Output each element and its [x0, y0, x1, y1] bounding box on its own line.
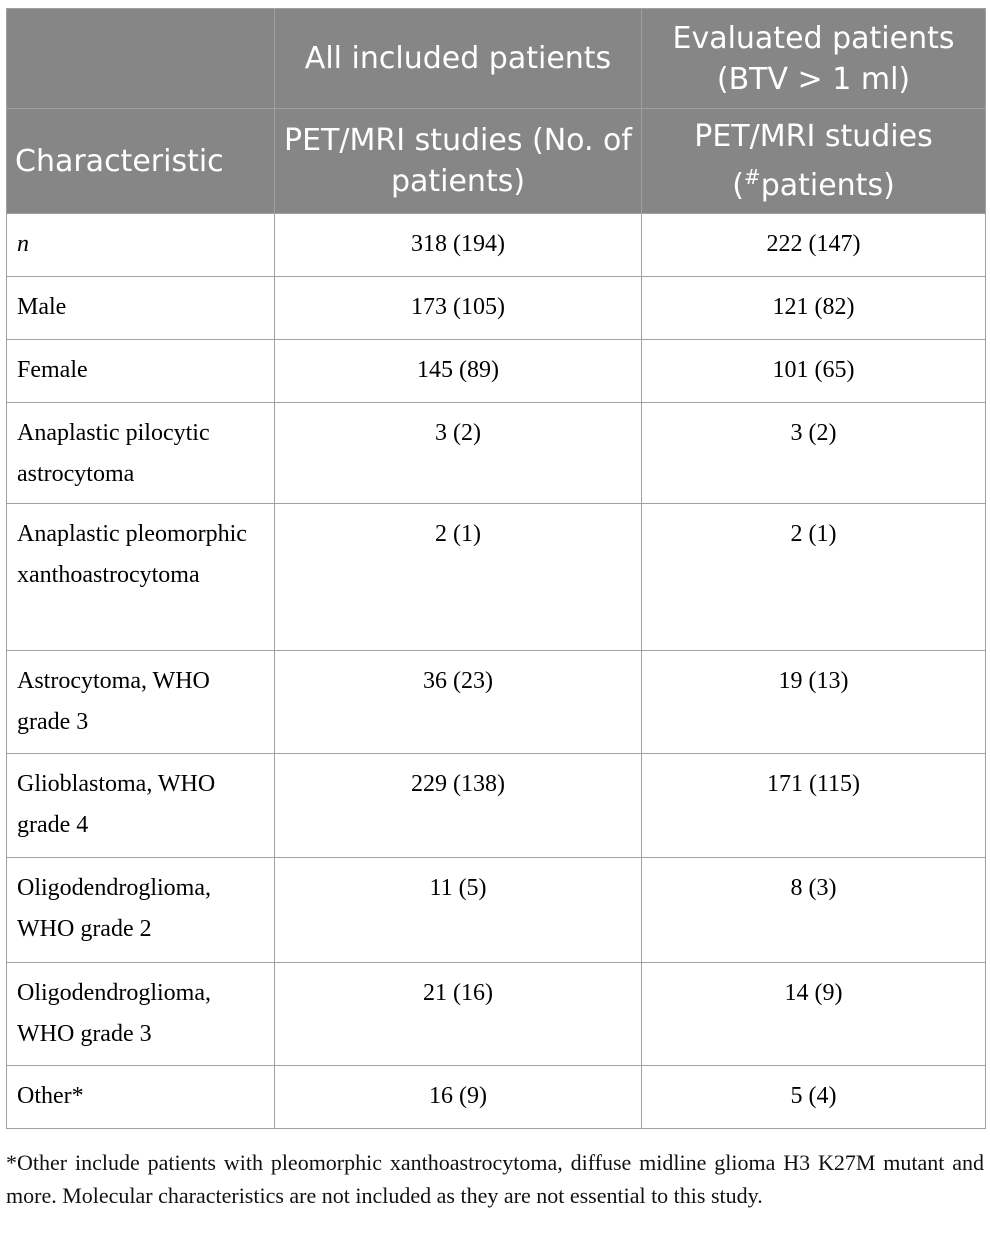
header-row: All included patients Evaluated patients … [6, 8, 986, 109]
characteristics-table: All included patients Evaluated patients … [6, 8, 986, 1129]
table-row: Anaplastic pleomorphic xanthoastrocytoma… [6, 503, 986, 651]
header-text: ( [732, 168, 744, 203]
table-row: Astrocytoma, WHO grade 3 36 (23) 19 (13) [6, 650, 986, 754]
value-cell: 2 (1) [274, 503, 642, 651]
table-row: Oligodendroglioma, WHO grade 3 21 (16) 14 … [6, 962, 986, 1066]
value-cell: 229 (138) [274, 753, 642, 858]
label-cell: Oligodendroglioma, WHO grade 2 [6, 857, 275, 963]
header-cell: Evaluated patients (BTV > 1 ml) [641, 8, 986, 109]
value-cell: 3 (2) [274, 402, 642, 504]
table-row: Other* 16 (9) 5 (4) [6, 1065, 986, 1129]
header-row: Characteristic PET/MRI studies (No. of pa… [6, 108, 986, 214]
superscript: # [743, 165, 761, 189]
value-cell: 171 (115) [641, 753, 986, 858]
label-cell: Other* [6, 1065, 275, 1129]
value-cell: 16 (9) [274, 1065, 642, 1129]
value-cell: 19 (13) [641, 650, 986, 754]
value-cell: 5 (4) [641, 1065, 986, 1129]
value-cell: 2 (1) [641, 503, 986, 651]
value-cell: 101 (65) [641, 339, 986, 403]
value-cell: 145 (89) [274, 339, 642, 403]
label-cell: Astrocytoma, WHO grade 3 [6, 650, 275, 754]
table-body: n 318 (194) 222 (147) Male 173 (105) 121 (82)… [6, 213, 986, 1129]
value-cell: 121 (82) [641, 276, 986, 340]
header-cell: Characteristic [6, 108, 275, 214]
value-cell: 11 (5) [274, 857, 642, 963]
header-cell: PET/MRI studies (No. of patients) [274, 108, 642, 214]
value-cell: 36 (23) [274, 650, 642, 754]
header-cell [6, 8, 275, 109]
header-text: PET/MRI studies [694, 119, 933, 154]
header-cell: PET/MRI studies (#patients) [641, 108, 986, 214]
footnote: *Other include patients with pleomorphic… [6, 1150, 984, 1208]
label-cell: Female [6, 339, 275, 403]
label-cell: Anaplastic pilocytic astrocytoma [6, 402, 275, 504]
value-cell: 318 (194) [274, 213, 642, 277]
table-row: n 318 (194) 222 (147) [6, 213, 986, 277]
header-cell: All included patients [274, 8, 642, 109]
table-row: Female 145 (89) 101 (65) [6, 339, 986, 403]
table-row: Male 173 (105) 121 (82) [6, 276, 986, 340]
value-cell: 14 (9) [641, 962, 986, 1066]
value-cell: 3 (2) [641, 402, 986, 504]
table-row: Oligodendroglioma, WHO grade 2 11 (5) 8 (3… [6, 857, 986, 963]
label-cell: Oligodendroglioma, WHO grade 3 [6, 962, 275, 1066]
table-row: Anaplastic pilocytic astrocytoma 3 (2) 3 (… [6, 402, 986, 504]
label-cell: Anaplastic pleomorphic xanthoastrocytoma [6, 503, 275, 651]
table-header: All included patients Evaluated patients … [6, 8, 986, 214]
label-cell: Male [6, 276, 275, 340]
table-row: Glioblastoma, WHO grade 4 229 (138) 171 (1… [6, 753, 986, 858]
label-cell: n [6, 213, 275, 277]
value-cell: 173 (105) [274, 276, 642, 340]
value-cell: 8 (3) [641, 857, 986, 963]
header-text: patients) [760, 168, 895, 203]
label-cell: Glioblastoma, WHO grade 4 [6, 753, 275, 858]
value-cell: 222 (147) [641, 213, 986, 277]
value-cell: 21 (16) [274, 962, 642, 1066]
